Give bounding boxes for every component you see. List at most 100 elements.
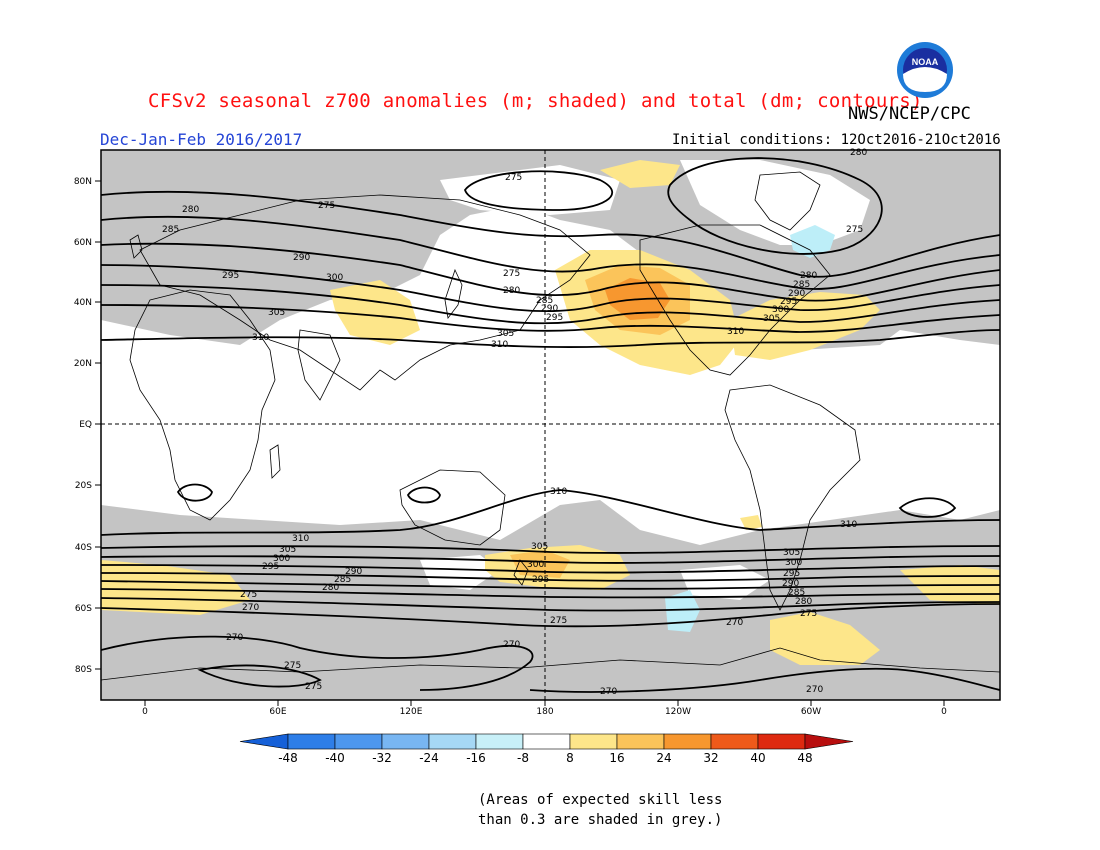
contour-label: 275 — [505, 173, 522, 183]
contour-sh-305 — [101, 545, 1000, 554]
contour-atlantic-closed — [898, 497, 957, 518]
caption-line-2: than 0.3 are shaded in grey.) — [478, 812, 723, 828]
latitude-axis: 80N 60N 40N 20N EQ 20S 40S 60S 80S — [74, 177, 101, 675]
contour-nh-285 — [101, 215, 1000, 290]
longitude-axis: 0 60E 120E 180 120W 60W 0 — [142, 700, 947, 717]
contour-label: 270 — [806, 685, 823, 695]
contour-antarctic-270b — [529, 667, 1000, 693]
contour-australia-closed — [406, 486, 441, 504]
colorbar-label: 8 — [566, 751, 574, 765]
coast-north-america — [639, 224, 831, 376]
colorbar-swatch — [428, 733, 477, 750]
lon-label: 120W — [665, 707, 691, 717]
contour-label: 300 — [326, 273, 343, 283]
colorbar-label: 32 — [703, 751, 718, 765]
contour-label: 285 — [788, 588, 805, 598]
contour-label: 270 — [242, 603, 259, 613]
lat-label: 80N — [74, 177, 92, 187]
contour-label: 280 — [795, 597, 812, 607]
colorbar-swatch — [287, 733, 336, 750]
agency-label: NWS/NCEP/CPC — [848, 104, 971, 124]
lat-label: 80S — [75, 665, 92, 675]
initial-conditions-label: Initial conditions: 12Oct2016-21Oct2016 — [672, 132, 1001, 148]
lon-label: 60E — [269, 707, 286, 717]
noaa-logo-bird — [903, 67, 947, 92]
contour-africa-closed — [176, 483, 213, 502]
contour-antarctic-270a — [101, 635, 534, 691]
contour-label: 280 — [503, 286, 520, 296]
contour-nh-300 — [101, 284, 1000, 325]
contour-label: 275 — [284, 661, 301, 671]
contour-label: 300 — [785, 558, 802, 568]
contour-label: 310 — [550, 487, 567, 497]
contour-sh-290 — [101, 572, 1000, 582]
contour-label: 295 — [780, 297, 797, 307]
contour-label: 290 — [345, 567, 362, 577]
anomaly-pos-asia — [330, 280, 420, 345]
colorbar-label: -48 — [278, 751, 298, 765]
coast-madagascar — [269, 444, 281, 479]
contour-nh-280 — [101, 190, 1000, 278]
contour-label: 305 — [279, 545, 296, 555]
lat-label: 40S — [75, 543, 92, 553]
contour-label: 280 — [322, 583, 339, 593]
coast-eurasia — [139, 194, 591, 391]
coast-south-america — [724, 384, 861, 611]
colorbar-label: -16 — [466, 751, 486, 765]
lon-label: 180 — [536, 707, 553, 717]
noaa-logo-text: NOAA — [912, 57, 939, 67]
contour-label: 275 — [318, 201, 335, 211]
map-frame — [100, 149, 1001, 701]
height-contours — [101, 157, 1000, 693]
contour-label: 275 — [305, 682, 322, 692]
contour-label: 270 — [600, 687, 617, 697]
map-title: CFSv2 seasonal z700 anomalies (m; shaded… — [148, 90, 923, 112]
coast-greenland — [754, 171, 821, 231]
lat-label: 60S — [75, 604, 92, 614]
colorbar-swatch — [381, 733, 430, 750]
colorbar-label: 24 — [656, 751, 671, 765]
contour-label: 270 — [226, 633, 243, 643]
colorbar-arrow-high — [804, 733, 854, 750]
contour-sh-285 — [101, 580, 1000, 590]
contour-label: 280 — [800, 271, 817, 281]
contour-sh-310 — [101, 489, 1000, 536]
contour-label: 305 — [268, 308, 285, 318]
contour-label-layer: 280 275 280 285 290 295 300 305 310 275 … — [162, 148, 867, 697]
colorbar-swatch — [663, 733, 712, 750]
contour-label: 270 — [503, 640, 520, 650]
contour-label: 310 — [252, 333, 269, 343]
contour-sh-300 — [101, 555, 1000, 564]
contour-label: 305 — [783, 548, 800, 558]
contour-label: 305 — [497, 329, 514, 339]
contour-label: 310 — [727, 327, 744, 337]
lat-label: 20S — [75, 481, 92, 491]
contour-label: 280 — [182, 205, 199, 215]
coastlines — [101, 171, 1000, 681]
caption-line-1: (Areas of expected skill less — [478, 792, 723, 808]
contour-nh-310 — [101, 329, 1000, 348]
contour-label: 290 — [293, 253, 310, 263]
contour-label: 305 — [763, 314, 780, 324]
contour-label: 275 — [550, 616, 567, 626]
colorbar-swatch — [757, 733, 806, 750]
lon-label: 0 — [142, 707, 148, 717]
coast-india — [297, 329, 341, 401]
contour-label: 270 — [726, 618, 743, 628]
white-gap-arctic — [680, 160, 870, 245]
contour-nh-290 — [101, 242, 1000, 302]
contour-sh-270 — [101, 603, 1000, 628]
anomaly-pos-small-spot — [740, 515, 762, 530]
contour-label: 310 — [840, 520, 857, 530]
colorbar-swatch — [569, 733, 618, 750]
colorbar-swatch — [334, 733, 383, 750]
lat-label: 20N — [74, 359, 92, 369]
contour-label: 275 — [800, 609, 817, 619]
skill-caption: (Areas of expected skill less than 0.3 a… — [478, 790, 722, 830]
noaa-logo: NOAA — [897, 42, 953, 98]
anomaly-neg-canada — [790, 225, 835, 258]
colorbar-label: -32 — [372, 751, 392, 765]
lat-label: EQ — [79, 420, 92, 430]
anomaly-pos-south-atlantic — [101, 560, 1000, 615]
